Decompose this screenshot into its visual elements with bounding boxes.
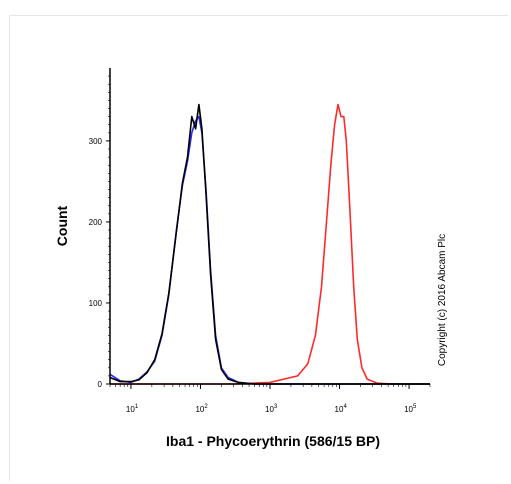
series-line-0 (110, 103, 430, 385)
axes-layer (109, 68, 430, 385)
series-line-2 (109, 103, 430, 385)
chart-frame (9, 15, 508, 481)
x-axis-title: Iba1 - Phycoerythrin (586/15 BP) (166, 433, 380, 449)
y-tick-label: 300 (89, 137, 103, 146)
x-tick-label: 101 (126, 404, 139, 414)
x-tick-label: 102 (195, 404, 208, 414)
y-axis-title: Count (54, 205, 70, 246)
copyright-notice: Copyright (c) 2016 Abcam Plc (437, 234, 448, 366)
y-tick-label: 100 (89, 299, 103, 308)
series-layer (109, 103, 430, 385)
series-line-1 (109, 115, 430, 385)
x-tick-label: 103 (265, 404, 278, 414)
y-tick-label: 0 (98, 380, 103, 389)
y-tick-label: 200 (89, 218, 103, 227)
x-tick-label: 104 (335, 404, 348, 414)
x-tick-label: 105 (404, 404, 417, 414)
ticks-layer: 0 100 200 300 101 102 103 104 105 (89, 75, 431, 414)
